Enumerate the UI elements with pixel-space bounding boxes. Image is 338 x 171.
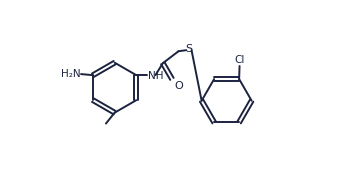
Text: NH: NH xyxy=(148,71,163,81)
Text: H₂N: H₂N xyxy=(61,69,80,79)
Text: S: S xyxy=(185,44,192,54)
Text: O: O xyxy=(174,81,183,91)
Text: Cl: Cl xyxy=(234,55,245,65)
